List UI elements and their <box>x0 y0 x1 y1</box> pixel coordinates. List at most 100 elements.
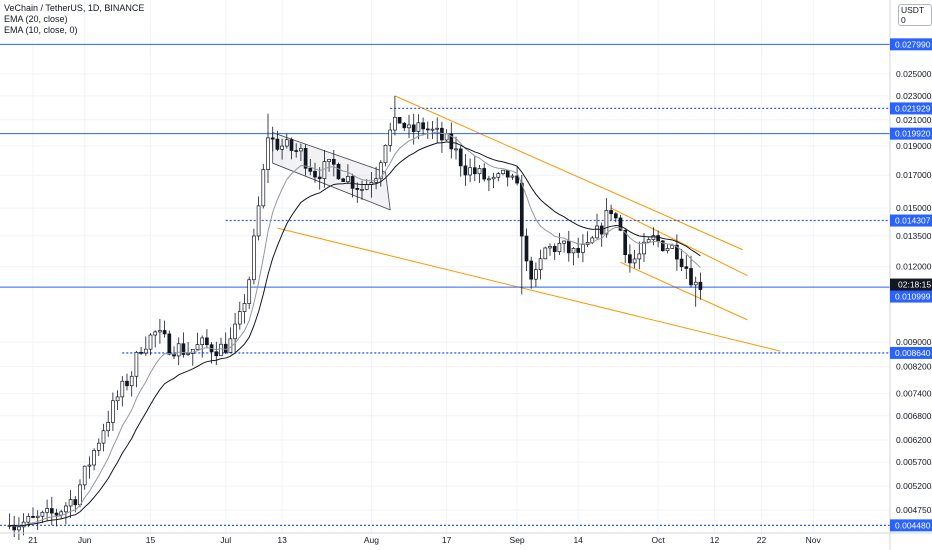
candle-down <box>341 178 346 182</box>
candle-down <box>181 343 186 355</box>
currency-label: USDT <box>901 5 924 15</box>
candle-up <box>665 248 670 252</box>
candle-up <box>186 353 190 355</box>
candle-up <box>491 176 496 180</box>
time-tick-label: 15 <box>146 535 156 545</box>
candle-up <box>266 137 270 170</box>
candlesticks <box>7 95 703 541</box>
candle-down <box>623 230 628 256</box>
candle-down <box>350 176 355 189</box>
price-level-label: 0.019920 <box>895 129 931 139</box>
candle-up <box>158 330 162 333</box>
price-tick-label: 0.007400 <box>896 389 932 399</box>
candle-down <box>463 165 468 176</box>
candle-up <box>143 348 148 354</box>
candle-up <box>115 396 120 402</box>
candle-up <box>604 210 609 235</box>
ema10-line <box>9 131 701 527</box>
candle-up <box>388 129 393 146</box>
price-level-label: 0.014307 <box>895 216 931 226</box>
candle-up <box>360 188 364 191</box>
candle-up <box>501 169 505 174</box>
candle-down <box>214 351 219 357</box>
price-level-label: 0.004480 <box>895 520 931 530</box>
candle-up <box>237 311 242 325</box>
price-level-label: 0.008640 <box>895 348 931 358</box>
candle-up <box>534 269 538 280</box>
candle-down <box>482 168 487 180</box>
candle-up <box>261 169 266 207</box>
candle-down <box>515 175 519 184</box>
candle-down <box>313 170 317 178</box>
candle-up <box>543 247 548 260</box>
candle-up <box>642 241 646 255</box>
candle-up <box>637 253 642 260</box>
candle-up <box>364 184 369 190</box>
candle-down <box>49 508 54 514</box>
channel-lower-line <box>620 261 748 321</box>
price-level-label-bg <box>890 127 932 140</box>
candle-down <box>139 351 143 354</box>
candle-down <box>162 330 167 335</box>
candle-up <box>646 239 651 243</box>
candle-down <box>628 254 632 264</box>
time-tick-label: Nov <box>806 535 822 545</box>
countdown-label: 02:18:15 <box>898 280 931 290</box>
candle-down <box>270 137 275 140</box>
candle-down <box>529 260 534 280</box>
price-axis[interactable]: 0.025000 0.023000 0.021000 0.019000 0.017000… <box>889 0 932 550</box>
candle-up <box>557 242 562 253</box>
candle-down <box>167 333 172 355</box>
candle-down <box>656 235 660 242</box>
candle-up <box>496 173 501 178</box>
legend-ema20[interactable]: EMA (20, close) <box>4 14 68 24</box>
candle-up <box>92 450 96 466</box>
price-level-label-bg <box>890 102 932 115</box>
candle-up <box>252 235 256 281</box>
price-level-label-bg <box>890 346 932 359</box>
candle-up <box>242 303 247 312</box>
candle-down <box>449 133 454 150</box>
time-axis[interactable]: 21 Jun 15 Jul 13 Aug 17 Sep 14 Oct 12 22 Nov <box>0 532 932 545</box>
candle-up <box>256 205 261 237</box>
candle-up <box>129 375 134 387</box>
candle-down <box>524 235 529 262</box>
candle-up <box>59 511 64 516</box>
candle-up <box>562 240 566 244</box>
candle-down <box>402 122 407 129</box>
candle-up <box>670 244 675 249</box>
candle-down <box>458 148 463 167</box>
price-tick-label: 0.021000 <box>896 115 932 125</box>
candle-up <box>68 499 73 507</box>
time-tick-label: Jul <box>220 535 231 545</box>
candle-up <box>64 505 68 513</box>
price-tick-label: 0.006800 <box>896 411 932 421</box>
candle-down <box>73 499 78 506</box>
wedge-lower-line <box>277 227 781 352</box>
price-tick-label: 0.023000 <box>896 91 932 101</box>
candle-down <box>613 213 618 219</box>
legend-symbol[interactable]: VeChain / TetherUS, 1D, BINANCE <box>4 3 145 13</box>
candle-down <box>336 163 341 180</box>
price-tick-label: 0.025000 <box>896 69 932 79</box>
candle-down <box>440 127 444 141</box>
candle-down <box>576 247 581 253</box>
candle-up <box>378 162 383 179</box>
price-tick-label: 0.006200 <box>896 435 932 445</box>
candle-down <box>472 167 477 175</box>
candle-up <box>322 161 327 179</box>
candle-down <box>679 258 684 268</box>
candle-up <box>416 122 421 132</box>
candle-down <box>125 380 129 387</box>
candle-up <box>228 338 233 353</box>
candle-up <box>444 133 449 141</box>
legend-ema10[interactable]: EMA (10, close, 0) <box>4 25 78 35</box>
currency-badge[interactable]: USDT 0 <box>898 4 932 26</box>
candle-up <box>487 178 491 181</box>
candle-up <box>595 225 599 239</box>
candle-up <box>106 422 111 432</box>
candle-up <box>195 344 200 350</box>
candle-up <box>148 334 153 350</box>
channel-upper-line <box>610 207 748 277</box>
